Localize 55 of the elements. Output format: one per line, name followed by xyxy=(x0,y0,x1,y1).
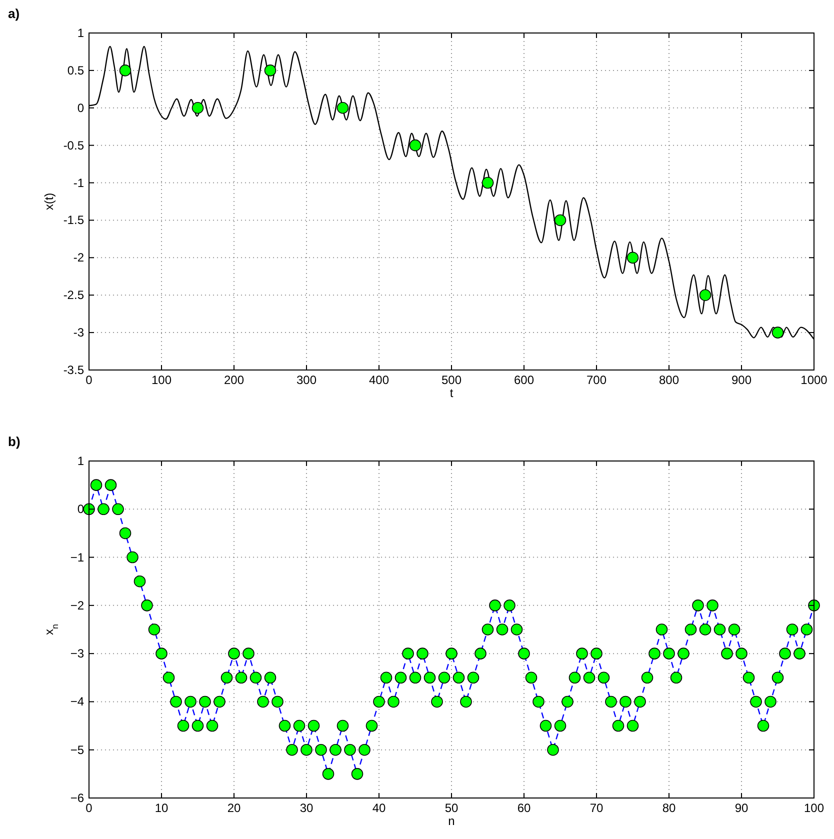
y-tick-label: −4 xyxy=(70,694,84,709)
x-tick-label: 30 xyxy=(300,801,314,815)
y-tick-label: 0 xyxy=(77,100,84,115)
x-axis-title: t xyxy=(450,386,454,400)
y-tick-label: -1 xyxy=(73,176,84,190)
point xyxy=(264,64,276,76)
x-tick-label: 100 xyxy=(804,801,824,815)
x-tick-label: 600 xyxy=(514,373,534,387)
point xyxy=(409,139,422,152)
y-tick-label: −6 xyxy=(70,791,84,805)
y-tick-label: 1 xyxy=(77,26,84,40)
point xyxy=(482,176,494,189)
point xyxy=(554,214,566,226)
point xyxy=(772,326,784,338)
x-axis-title: n xyxy=(448,814,455,828)
point xyxy=(626,252,639,264)
x-tick-label: 0 xyxy=(86,373,93,387)
x-tick-label: 1000 xyxy=(800,373,828,387)
x-tick-label: 20 xyxy=(227,801,241,815)
x-tick-label: 700 xyxy=(586,373,607,387)
y-tick-label: 0 xyxy=(77,502,84,516)
y-tick-label: 1 xyxy=(77,454,84,468)
x-tick-label: 10 xyxy=(154,801,168,815)
x-tick-label: 400 xyxy=(368,373,390,387)
point xyxy=(336,102,349,114)
x-tick-label: 200 xyxy=(224,373,244,387)
y-tick-label: -3 xyxy=(73,326,84,340)
y-tick-label: -0.5 xyxy=(63,138,84,152)
x-tick-label: 40 xyxy=(372,801,386,815)
y-tick-label: −5 xyxy=(70,742,84,757)
y-axis-title: x(t) xyxy=(42,192,56,210)
x-tick-label: 800 xyxy=(658,373,680,387)
x-tick-label: 60 xyxy=(517,801,531,815)
point xyxy=(699,289,712,302)
x-tick-label: 80 xyxy=(662,801,676,815)
x-tick-label: 0 xyxy=(86,801,93,815)
y-tick-label: -2 xyxy=(73,250,84,265)
x-tick-label: 50 xyxy=(444,801,458,815)
x-tick-label: 90 xyxy=(734,801,748,815)
y-tick-label: −1 xyxy=(70,550,84,564)
x-tick-label: 70 xyxy=(590,801,604,815)
chart-title: b) xyxy=(8,434,20,449)
y-tick-label: −3 xyxy=(70,646,84,661)
x-tick-label: 900 xyxy=(731,373,752,387)
y-tick-label: -1.5 xyxy=(63,213,84,228)
y-tick-label: -2.5 xyxy=(63,288,84,302)
x-tick-label: 100 xyxy=(151,373,172,387)
x-tick-label: 500 xyxy=(441,373,462,387)
y-tick-label: -3.5 xyxy=(63,363,84,377)
y-tick-label: 0.5 xyxy=(67,63,84,78)
point xyxy=(192,102,204,114)
chart-title: a) xyxy=(8,6,20,21)
x-tick-label: 300 xyxy=(296,373,317,387)
point xyxy=(119,64,132,76)
y-tick-label: −2 xyxy=(70,598,84,612)
